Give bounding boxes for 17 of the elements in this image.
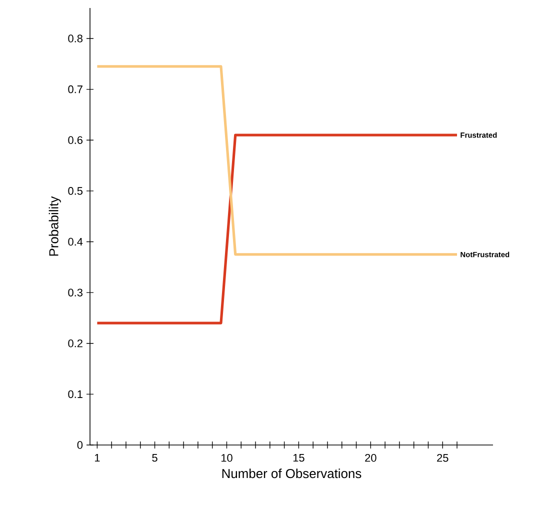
x-tick-label: 25 (437, 454, 448, 462)
y-tick-label: 0.4 (68, 238, 83, 246)
y-tick-label: 0.1 (68, 390, 82, 398)
y-tick-label: 0.7 (68, 85, 82, 94)
x-tick-label: 10 (221, 454, 232, 462)
y-tick-label: 0.5 (68, 187, 83, 195)
y-tick-label: 0.3 (68, 288, 82, 296)
x-tick-label: 15 (293, 454, 304, 462)
y-tick-label: 0.2 (68, 340, 82, 348)
y-tick-label: 0 (77, 441, 83, 449)
x-tick-label: 20 (365, 454, 376, 462)
x-tick-label: 1 (94, 454, 100, 462)
x-tick-label: 5 (152, 454, 158, 462)
y-tick-label: 0.6 (68, 136, 82, 144)
x-axis-title: Number of Observations (222, 468, 362, 478)
y-tick-label: 0.8 (68, 34, 82, 42)
y-axis-title: Probability (48, 196, 61, 256)
